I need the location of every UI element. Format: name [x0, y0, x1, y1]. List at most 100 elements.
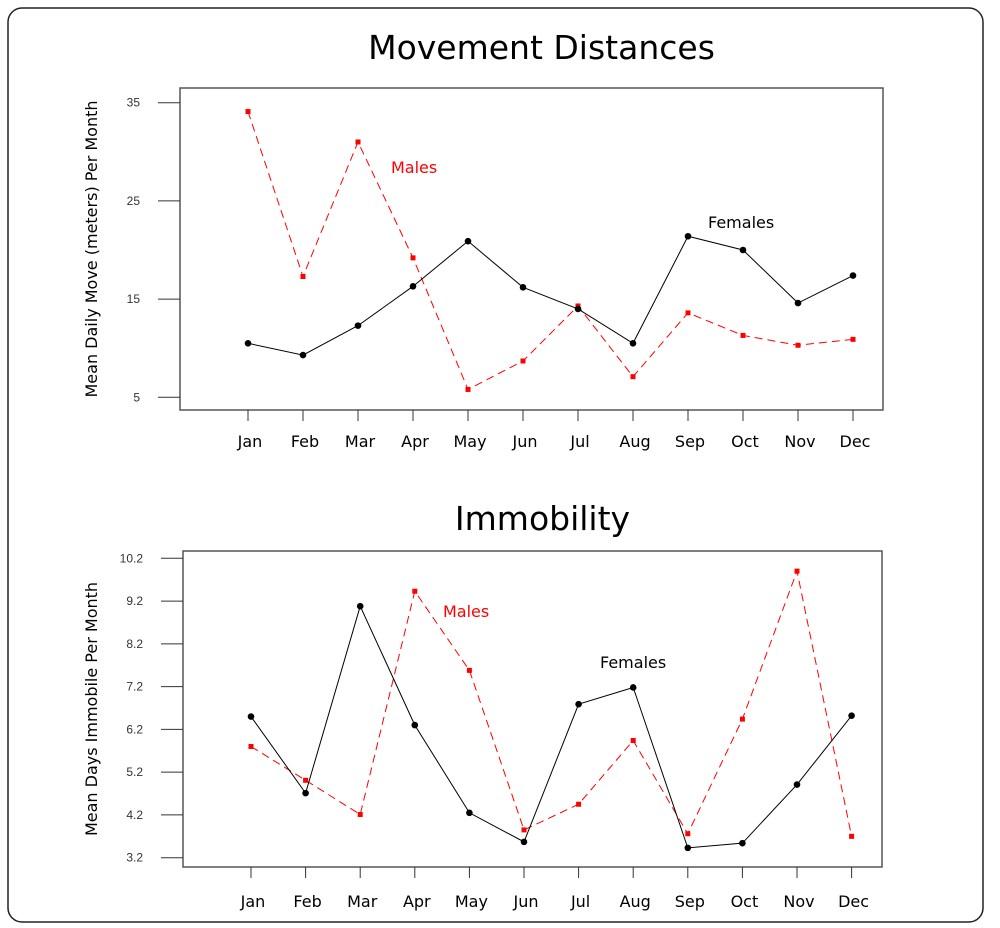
- chart-title: Movement Distances: [368, 28, 715, 67]
- data-point-females: [684, 232, 692, 240]
- data-point-females: [244, 339, 252, 347]
- data-point-females: [519, 284, 527, 291]
- data-point-males: [521, 827, 527, 833]
- data-point-males: [795, 342, 801, 348]
- data-point-females: [466, 809, 473, 817]
- x-tick-label: Mar: [347, 892, 378, 911]
- y-tick-label: 3.2: [126, 851, 143, 865]
- data-point-males: [794, 568, 800, 574]
- chart-title: Immobility: [455, 499, 630, 538]
- data-point-females: [299, 351, 307, 359]
- annotation-females: Females: [600, 653, 666, 672]
- data-point-females: [849, 272, 857, 279]
- y-tick-label: 4.2: [126, 808, 143, 822]
- data-point-females: [356, 602, 364, 610]
- data-point-males: [576, 801, 582, 807]
- data-point-females: [302, 789, 309, 797]
- data-point-females: [684, 844, 692, 852]
- x-tick-label: Feb: [293, 892, 321, 911]
- data-point-females: [794, 299, 802, 307]
- data-point-males: [300, 274, 306, 280]
- y-tick-label: 15: [127, 292, 141, 306]
- x-tick-label: Apr: [403, 892, 431, 911]
- y-tick-label: 35: [127, 96, 141, 110]
- data-point-females: [409, 283, 417, 290]
- x-tick-label: Aug: [620, 892, 651, 911]
- plot-frame: [182, 550, 883, 868]
- series-line-males: [250, 569, 853, 837]
- data-point-males: [355, 139, 361, 145]
- x-tick-label: Oct: [731, 892, 759, 911]
- data-point-females: [411, 721, 419, 729]
- x-tick-label: Jan: [240, 892, 266, 911]
- data-point-females: [739, 246, 747, 254]
- x-tick-label: Nov: [784, 432, 815, 451]
- data-point-males: [630, 738, 636, 744]
- series-line-males: [247, 111, 854, 391]
- annotation-females: Females: [708, 213, 774, 232]
- x-tick-label: Dec: [840, 432, 871, 451]
- x-tick-label: Jan: [237, 432, 263, 451]
- x-tick-label: Jul: [570, 892, 590, 911]
- x-tick-label: Jul: [569, 432, 589, 451]
- data-point-males: [739, 716, 745, 722]
- data-point-males: [685, 831, 691, 837]
- annotation-males: Males: [443, 602, 489, 621]
- y-tick-label: 6.2: [126, 722, 143, 736]
- annotation-males: Males: [391, 158, 437, 177]
- x-tick-label: Apr: [401, 432, 429, 451]
- data-point-females: [739, 839, 746, 847]
- x-tick-label: Mar: [345, 432, 376, 451]
- x-tick-label: May: [453, 432, 486, 451]
- data-point-males: [850, 336, 856, 342]
- data-point-males: [303, 777, 309, 783]
- x-tick-label: Nov: [783, 892, 814, 911]
- data-point-males: [630, 374, 636, 380]
- data-point-females: [574, 305, 582, 313]
- data-point-males: [465, 386, 471, 392]
- x-tick-label: Jun: [513, 892, 539, 911]
- data-point-females: [520, 838, 528, 846]
- data-point-females: [629, 684, 637, 691]
- data-point-males: [466, 667, 472, 673]
- data-point-females: [354, 322, 362, 329]
- data-point-males: [740, 332, 746, 338]
- y-axis-label: Mean Days Immobile Per Month: [82, 582, 101, 836]
- y-tick-label: 25: [127, 194, 141, 208]
- y-tick-label: 5.2: [126, 765, 143, 779]
- plot-frame: [179, 87, 884, 411]
- data-point-females: [464, 237, 472, 245]
- x-tick-label: Dec: [838, 892, 869, 911]
- data-point-males: [245, 109, 251, 115]
- x-tick-label: Sep: [675, 892, 705, 911]
- data-point-males: [357, 812, 363, 818]
- figure-border: [7, 7, 984, 923]
- data-point-females: [629, 339, 637, 347]
- data-point-females: [848, 712, 855, 719]
- x-tick-label: Feb: [291, 432, 319, 451]
- x-tick-label: May: [455, 892, 488, 911]
- data-point-females: [575, 700, 582, 708]
- y-tick-label: 10.2: [120, 551, 144, 565]
- y-axis-label: Mean Daily Move (meters) Per Month: [82, 100, 101, 397]
- x-tick-label: Sep: [675, 432, 705, 451]
- y-tick-label: 5: [133, 390, 140, 404]
- data-point-males: [520, 358, 526, 364]
- data-point-females: [247, 713, 255, 720]
- movement-distances-chart: Movement Distances 5 15 25 35 Jan Feb Mar Apr May…: [82, 28, 884, 451]
- x-tick-label: Aug: [619, 432, 650, 451]
- x-tick-label: Jun: [512, 432, 538, 451]
- immobility-chart: Immobility 3.2 4.2 5.2 6.2 7.2 8.2 9.2 10.2 Jan Fe…: [82, 499, 883, 911]
- data-point-males: [248, 743, 254, 749]
- data-point-males: [685, 310, 691, 316]
- y-tick-label: 8.2: [126, 637, 143, 651]
- data-point-females: [793, 781, 801, 788]
- y-tick-label: 7.2: [126, 680, 143, 694]
- x-tick-label: Oct: [731, 432, 759, 451]
- data-point-males: [849, 833, 855, 839]
- data-point-males: [410, 255, 416, 261]
- series-line-females: [250, 604, 852, 849]
- data-point-males: [412, 588, 418, 594]
- series-line-females: [247, 235, 854, 356]
